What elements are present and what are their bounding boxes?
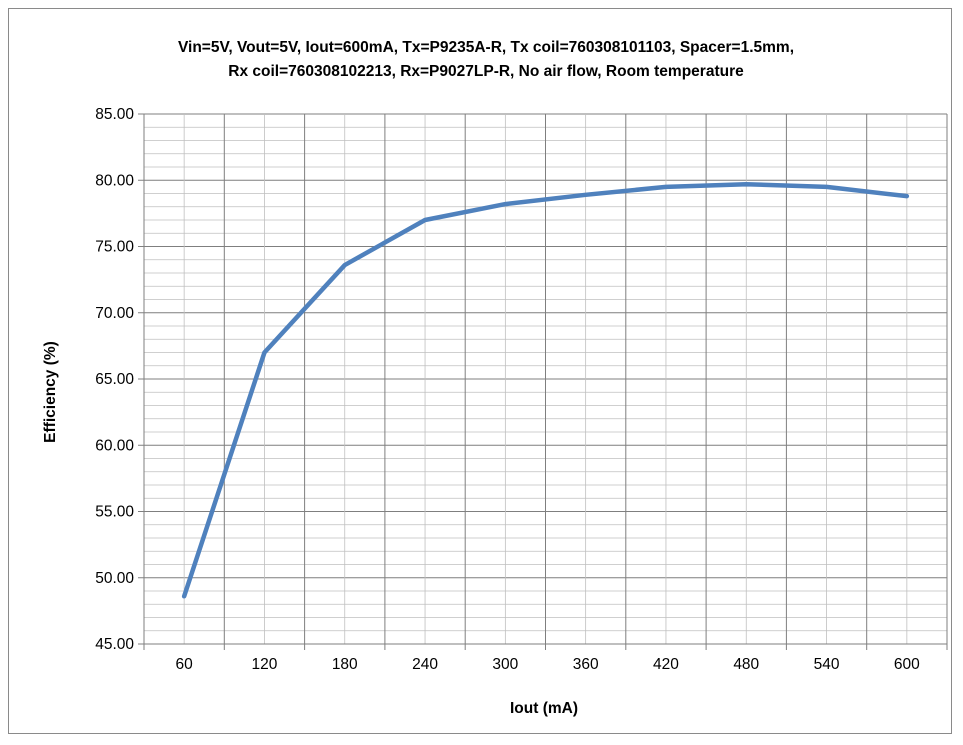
- x-tick-label: 420: [653, 656, 679, 673]
- x-tick-label: 600: [894, 656, 920, 673]
- x-tick-label: 60: [176, 656, 194, 673]
- x-tick-label: 240: [412, 656, 438, 673]
- x-tick-label: 480: [733, 656, 759, 673]
- y-tick-label: 60.00: [95, 437, 134, 454]
- chart-title-line-1: Vin=5V, Vout=5V, Iout=600mA, Tx=P9235A-R…: [178, 39, 794, 56]
- y-tick-label: 80.00: [95, 172, 134, 189]
- y-tick-label: 55.00: [95, 504, 134, 521]
- x-tick-label: 120: [252, 656, 278, 673]
- series-layer: [181, 181, 910, 599]
- x-tick-label: 300: [492, 656, 518, 673]
- x-axis-label: Iout (mA): [510, 700, 578, 717]
- y-tick-label: 85.00: [95, 106, 134, 123]
- x-tick-label: 180: [332, 656, 358, 673]
- axes: [138, 113, 948, 650]
- efficiency-series-line: [181, 181, 910, 599]
- y-tick-label: 70.00: [95, 305, 134, 322]
- tick-labels: 45.00 50.00 55.00 60.00 65.00 70.00 75.00 80.00…: [95, 106, 920, 673]
- y-tick-label: 45.00: [95, 636, 134, 653]
- x-tick-label: 360: [573, 656, 599, 673]
- x-tick-label: 540: [814, 656, 840, 673]
- y-axis-label: Efficiency (%): [42, 341, 59, 443]
- chart-frame: Vin=5V, Vout=5V, Iout=600mA, Tx=P9235A-R…: [8, 8, 952, 734]
- y-tick-label: 75.00: [95, 239, 134, 256]
- y-tick-label: 50.00: [95, 570, 134, 587]
- chart-title-line-2: Rx coil=760308102213, Rx=P9027LP-R, No a…: [228, 63, 744, 80]
- efficiency-chart: Vin=5V, Vout=5V, Iout=600mA, Tx=P9235A-R…: [42, 39, 948, 717]
- grid: [143, 113, 948, 645]
- y-tick-label: 65.00: [95, 371, 134, 388]
